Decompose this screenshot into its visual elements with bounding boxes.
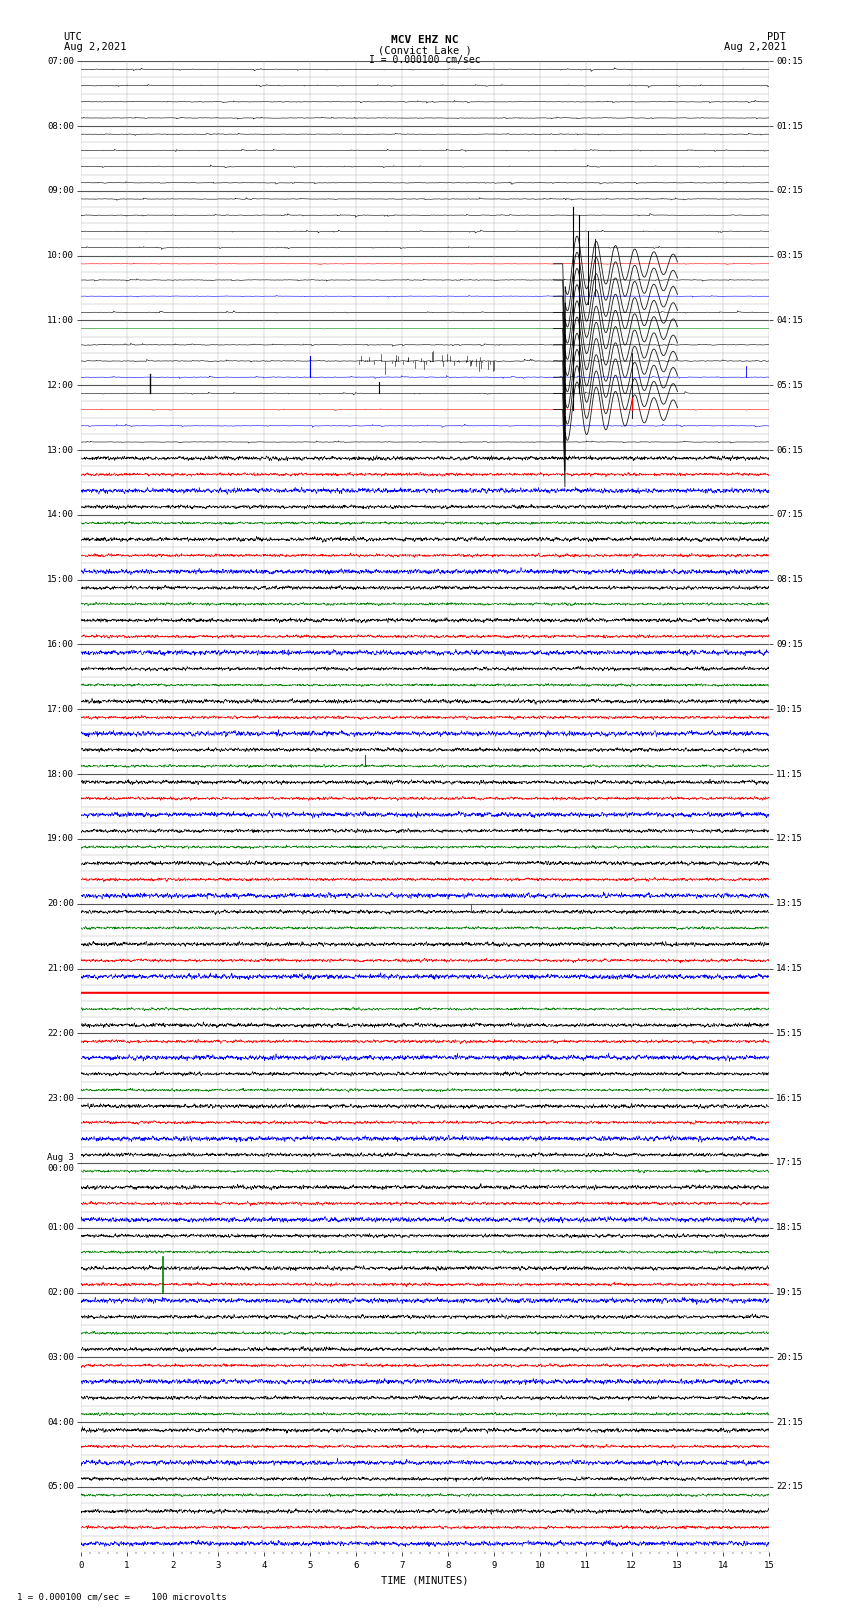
Text: I = 0.000100 cm/sec: I = 0.000100 cm/sec [369, 55, 481, 65]
Text: PDT: PDT [768, 32, 786, 42]
Text: 1 = 0.000100 cm/sec =    100 microvolts: 1 = 0.000100 cm/sec = 100 microvolts [17, 1592, 227, 1602]
X-axis label: TIME (MINUTES): TIME (MINUTES) [382, 1576, 468, 1586]
Text: Aug 2,2021: Aug 2,2021 [64, 42, 127, 52]
Text: Aug 2,2021: Aug 2,2021 [723, 42, 786, 52]
Text: (Convict Lake ): (Convict Lake ) [378, 45, 472, 55]
Text: MCV EHZ NC: MCV EHZ NC [391, 35, 459, 45]
Text: UTC: UTC [64, 32, 82, 42]
